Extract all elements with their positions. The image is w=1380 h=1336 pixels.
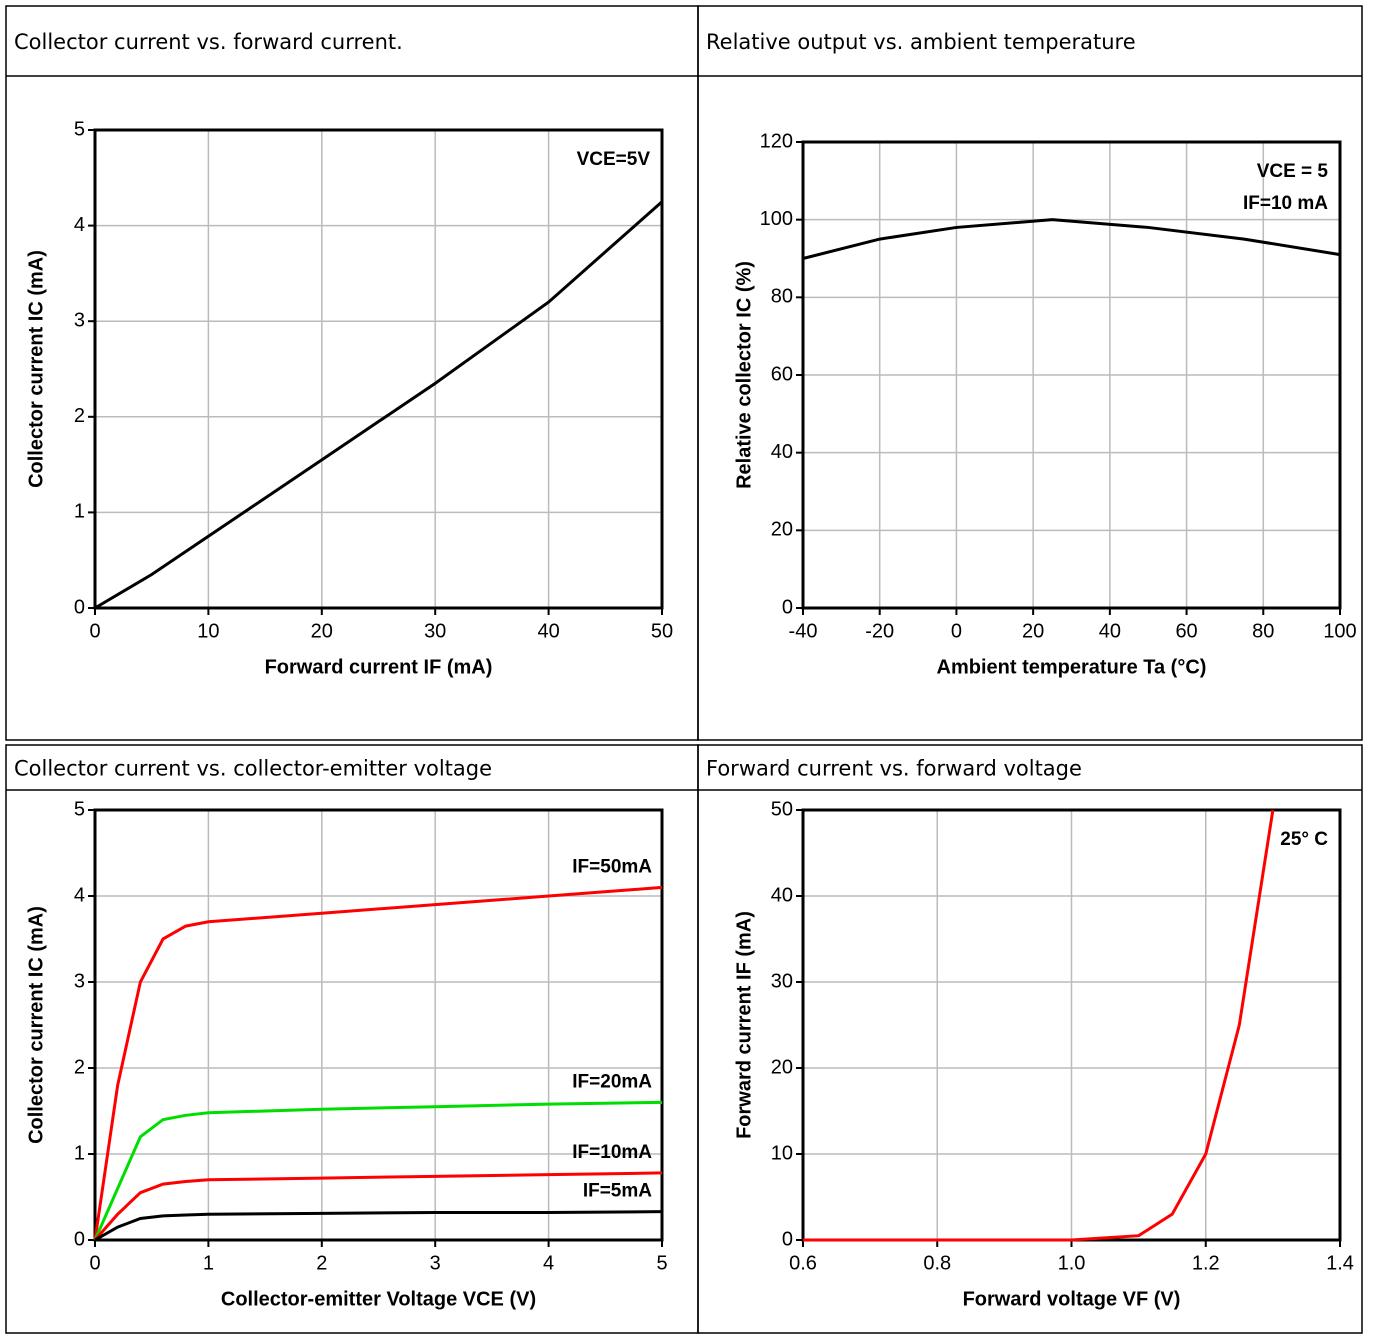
annotation: IF=10 mA [1243,193,1328,214]
y-tick-label: 20 [771,1056,793,1078]
x-tick-label: 80 [1252,620,1274,642]
y-tick-label: 3 [74,309,85,331]
x-tick-label: 1.4 [1326,1252,1354,1274]
y-tick-label: 0 [74,596,85,618]
x-tick-label: 100 [1323,620,1356,642]
y-axis-label: Collector current IC (mA) [25,250,47,488]
y-tick-label: 2 [74,1056,85,1078]
x-axis-label: Forward current IF (mA) [265,656,493,678]
plot-frame [93,808,664,1242]
x-tick-label: 40 [537,620,559,642]
x-tick-label: 30 [424,620,446,642]
plot-frame [801,140,1342,610]
x-axis-label: Collector-emitter Voltage VCE (V) [221,1288,536,1310]
x-tick-label: 50 [651,620,673,642]
x-tick-label: -20 [865,620,894,642]
y-tick-label: 3 [74,970,85,992]
x-tick-label: 0 [89,1252,100,1274]
x-tick-label: 60 [1175,620,1197,642]
x-tick-label: 1 [203,1252,214,1274]
y-tick-label: 20 [771,519,793,541]
data-line [803,809,1275,1242]
series-label: IF=20mA [572,1071,652,1092]
annotation: VCE=5V [577,149,651,170]
y-tick-label: 80 [771,286,793,308]
panel-title: Collector current vs. forward current. [14,30,403,54]
x-tick-label: 20 [311,620,333,642]
y-tick-label: 5 [74,798,85,820]
data-line [93,885,663,1241]
y-tick-label: 30 [771,970,793,992]
y-axis-label: Forward current IF (mA) [733,911,755,1139]
y-tick-label: 100 [760,208,793,230]
y-tick-label: 40 [771,441,793,463]
x-tick-label: 4 [543,1252,554,1274]
y-tick-label: 10 [771,1142,793,1164]
x-tick-label: 10 [197,620,219,642]
x-tick-label: 0 [89,620,100,642]
x-tick-label: 5 [656,1252,667,1274]
y-tick-label: 1 [74,501,85,523]
y-tick-label: 120 [760,130,793,152]
y-tick-label: 0 [74,1228,85,1250]
x-tick-label: 3 [430,1252,441,1274]
y-tick-label: 4 [74,214,85,236]
y-tick-label: 2 [74,405,85,427]
x-tick-label: -40 [789,620,818,642]
y-tick-label: 40 [771,884,793,906]
y-tick-label: 50 [771,798,793,820]
y-tick-label: 5 [74,118,85,140]
x-axis-label: Ambient temperature Ta (°C) [937,656,1207,678]
y-tick-label: 1 [74,1142,85,1164]
data-line [802,218,1341,260]
x-tick-label: 2 [316,1252,327,1274]
x-tick-label: 0.8 [923,1252,951,1274]
x-tick-label: 0.6 [789,1252,817,1274]
y-tick-label: 0 [782,1228,793,1250]
data-line [93,1171,663,1241]
data-line [94,1210,663,1242]
x-axis-label: Forward voltage VF (V) [963,1288,1181,1310]
panel-border [697,5,1363,741]
y-tick-label: 4 [74,884,85,906]
series-label: IF=10mA [572,1142,652,1163]
panel-title: Relative output vs. ambient temperature [706,30,1136,54]
x-tick-label: 20 [1022,620,1044,642]
x-tick-label: 0 [951,620,962,642]
x-tick-label: 1.2 [1192,1252,1220,1274]
y-tick-label: 60 [771,363,793,385]
plot-frame [93,128,664,610]
x-tick-label: 40 [1099,620,1121,642]
data-line [94,200,663,610]
y-axis-label: Collector current IC (mA) [25,906,47,1144]
data-line [93,1100,663,1241]
x-tick-label: 1.0 [1058,1252,1086,1274]
series-label: IF=50mA [572,856,652,877]
annotation: VCE = 5 [1257,161,1329,182]
annotation: 25° C [1280,829,1328,850]
panel-border [697,744,1363,1334]
panel-title: Forward current vs. forward voltage [706,757,1082,781]
y-tick-label: 0 [782,596,793,618]
y-axis-label: Relative collector IC (%) [733,261,755,489]
panel-title: Collector current vs. collector-emitter … [14,757,492,781]
series-label: IF=5mA [583,1181,652,1202]
